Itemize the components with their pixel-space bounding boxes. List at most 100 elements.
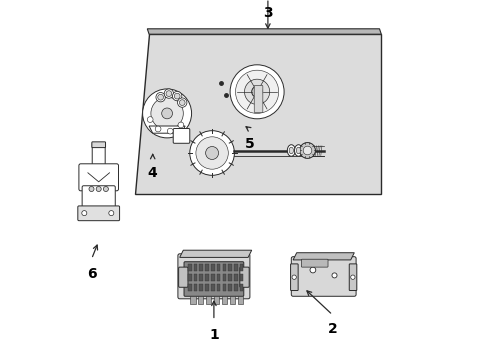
Bar bbox=[211, 274, 214, 281]
FancyBboxPatch shape bbox=[239, 267, 249, 287]
Circle shape bbox=[89, 186, 94, 192]
FancyBboxPatch shape bbox=[301, 259, 327, 267]
FancyBboxPatch shape bbox=[79, 164, 118, 191]
Bar bbox=[211, 284, 214, 291]
Bar bbox=[205, 284, 208, 291]
Bar bbox=[206, 296, 211, 304]
Circle shape bbox=[205, 147, 218, 159]
Circle shape bbox=[350, 275, 354, 279]
FancyBboxPatch shape bbox=[92, 142, 105, 148]
Polygon shape bbox=[149, 126, 185, 133]
Circle shape bbox=[178, 122, 183, 128]
FancyBboxPatch shape bbox=[173, 129, 189, 143]
Bar bbox=[193, 264, 197, 271]
FancyBboxPatch shape bbox=[183, 262, 244, 296]
FancyBboxPatch shape bbox=[348, 264, 356, 291]
Bar bbox=[216, 284, 220, 291]
Bar bbox=[239, 274, 243, 281]
Polygon shape bbox=[292, 253, 354, 260]
Circle shape bbox=[251, 86, 262, 97]
Polygon shape bbox=[134, 34, 381, 194]
FancyBboxPatch shape bbox=[92, 143, 105, 169]
Bar bbox=[222, 284, 225, 291]
Circle shape bbox=[196, 137, 228, 169]
Circle shape bbox=[142, 89, 191, 138]
Circle shape bbox=[174, 93, 180, 99]
Bar bbox=[234, 264, 237, 271]
Polygon shape bbox=[179, 250, 251, 257]
Bar bbox=[199, 274, 203, 281]
Ellipse shape bbox=[296, 147, 300, 154]
Bar bbox=[193, 284, 197, 291]
Circle shape bbox=[96, 186, 101, 192]
Circle shape bbox=[177, 98, 186, 107]
Bar bbox=[222, 264, 225, 271]
Bar bbox=[198, 296, 203, 304]
Circle shape bbox=[166, 91, 171, 96]
FancyBboxPatch shape bbox=[78, 206, 120, 221]
Text: 6: 6 bbox=[86, 267, 96, 280]
Bar bbox=[228, 284, 231, 291]
Bar bbox=[222, 274, 225, 281]
Circle shape bbox=[291, 275, 296, 279]
Circle shape bbox=[299, 143, 315, 158]
Circle shape bbox=[164, 89, 173, 98]
Circle shape bbox=[309, 267, 315, 273]
Circle shape bbox=[81, 211, 87, 216]
FancyBboxPatch shape bbox=[291, 257, 355, 296]
Circle shape bbox=[230, 65, 284, 119]
Circle shape bbox=[179, 100, 185, 105]
Circle shape bbox=[235, 70, 278, 113]
Bar bbox=[199, 284, 203, 291]
Bar bbox=[238, 296, 243, 304]
Bar bbox=[211, 264, 214, 271]
Circle shape bbox=[103, 186, 108, 192]
FancyBboxPatch shape bbox=[254, 85, 263, 113]
Bar bbox=[216, 274, 220, 281]
Bar bbox=[187, 264, 191, 271]
Polygon shape bbox=[147, 29, 381, 34]
Circle shape bbox=[147, 117, 153, 122]
Ellipse shape bbox=[294, 145, 302, 156]
Ellipse shape bbox=[287, 145, 295, 156]
Bar bbox=[228, 274, 231, 281]
Text: 1: 1 bbox=[208, 328, 218, 342]
Text: 3: 3 bbox=[263, 6, 272, 19]
Bar bbox=[216, 264, 220, 271]
Bar bbox=[190, 296, 195, 304]
Bar bbox=[228, 264, 231, 271]
Bar bbox=[205, 274, 208, 281]
Bar bbox=[222, 296, 227, 304]
Circle shape bbox=[151, 97, 183, 130]
Circle shape bbox=[155, 126, 161, 132]
Bar bbox=[187, 284, 191, 291]
Bar bbox=[239, 264, 243, 271]
Bar bbox=[214, 296, 219, 304]
Bar bbox=[193, 274, 197, 281]
Text: 2: 2 bbox=[327, 323, 337, 336]
Bar bbox=[187, 274, 191, 281]
Circle shape bbox=[244, 79, 269, 104]
Ellipse shape bbox=[288, 147, 293, 154]
Circle shape bbox=[331, 273, 336, 278]
Circle shape bbox=[162, 108, 172, 119]
Bar bbox=[230, 296, 235, 304]
FancyBboxPatch shape bbox=[178, 267, 187, 287]
Text: 4: 4 bbox=[147, 166, 157, 180]
Bar bbox=[205, 264, 208, 271]
FancyBboxPatch shape bbox=[290, 264, 298, 291]
Bar bbox=[239, 284, 243, 291]
Bar bbox=[199, 264, 203, 271]
Circle shape bbox=[303, 146, 311, 155]
FancyBboxPatch shape bbox=[82, 186, 115, 210]
Circle shape bbox=[108, 211, 114, 216]
Circle shape bbox=[172, 91, 182, 101]
Text: 5: 5 bbox=[244, 137, 254, 151]
Circle shape bbox=[189, 131, 234, 175]
Circle shape bbox=[158, 94, 163, 100]
Circle shape bbox=[167, 128, 173, 134]
Bar bbox=[234, 284, 237, 291]
Circle shape bbox=[156, 93, 165, 102]
Bar bbox=[234, 274, 237, 281]
FancyBboxPatch shape bbox=[178, 254, 249, 299]
